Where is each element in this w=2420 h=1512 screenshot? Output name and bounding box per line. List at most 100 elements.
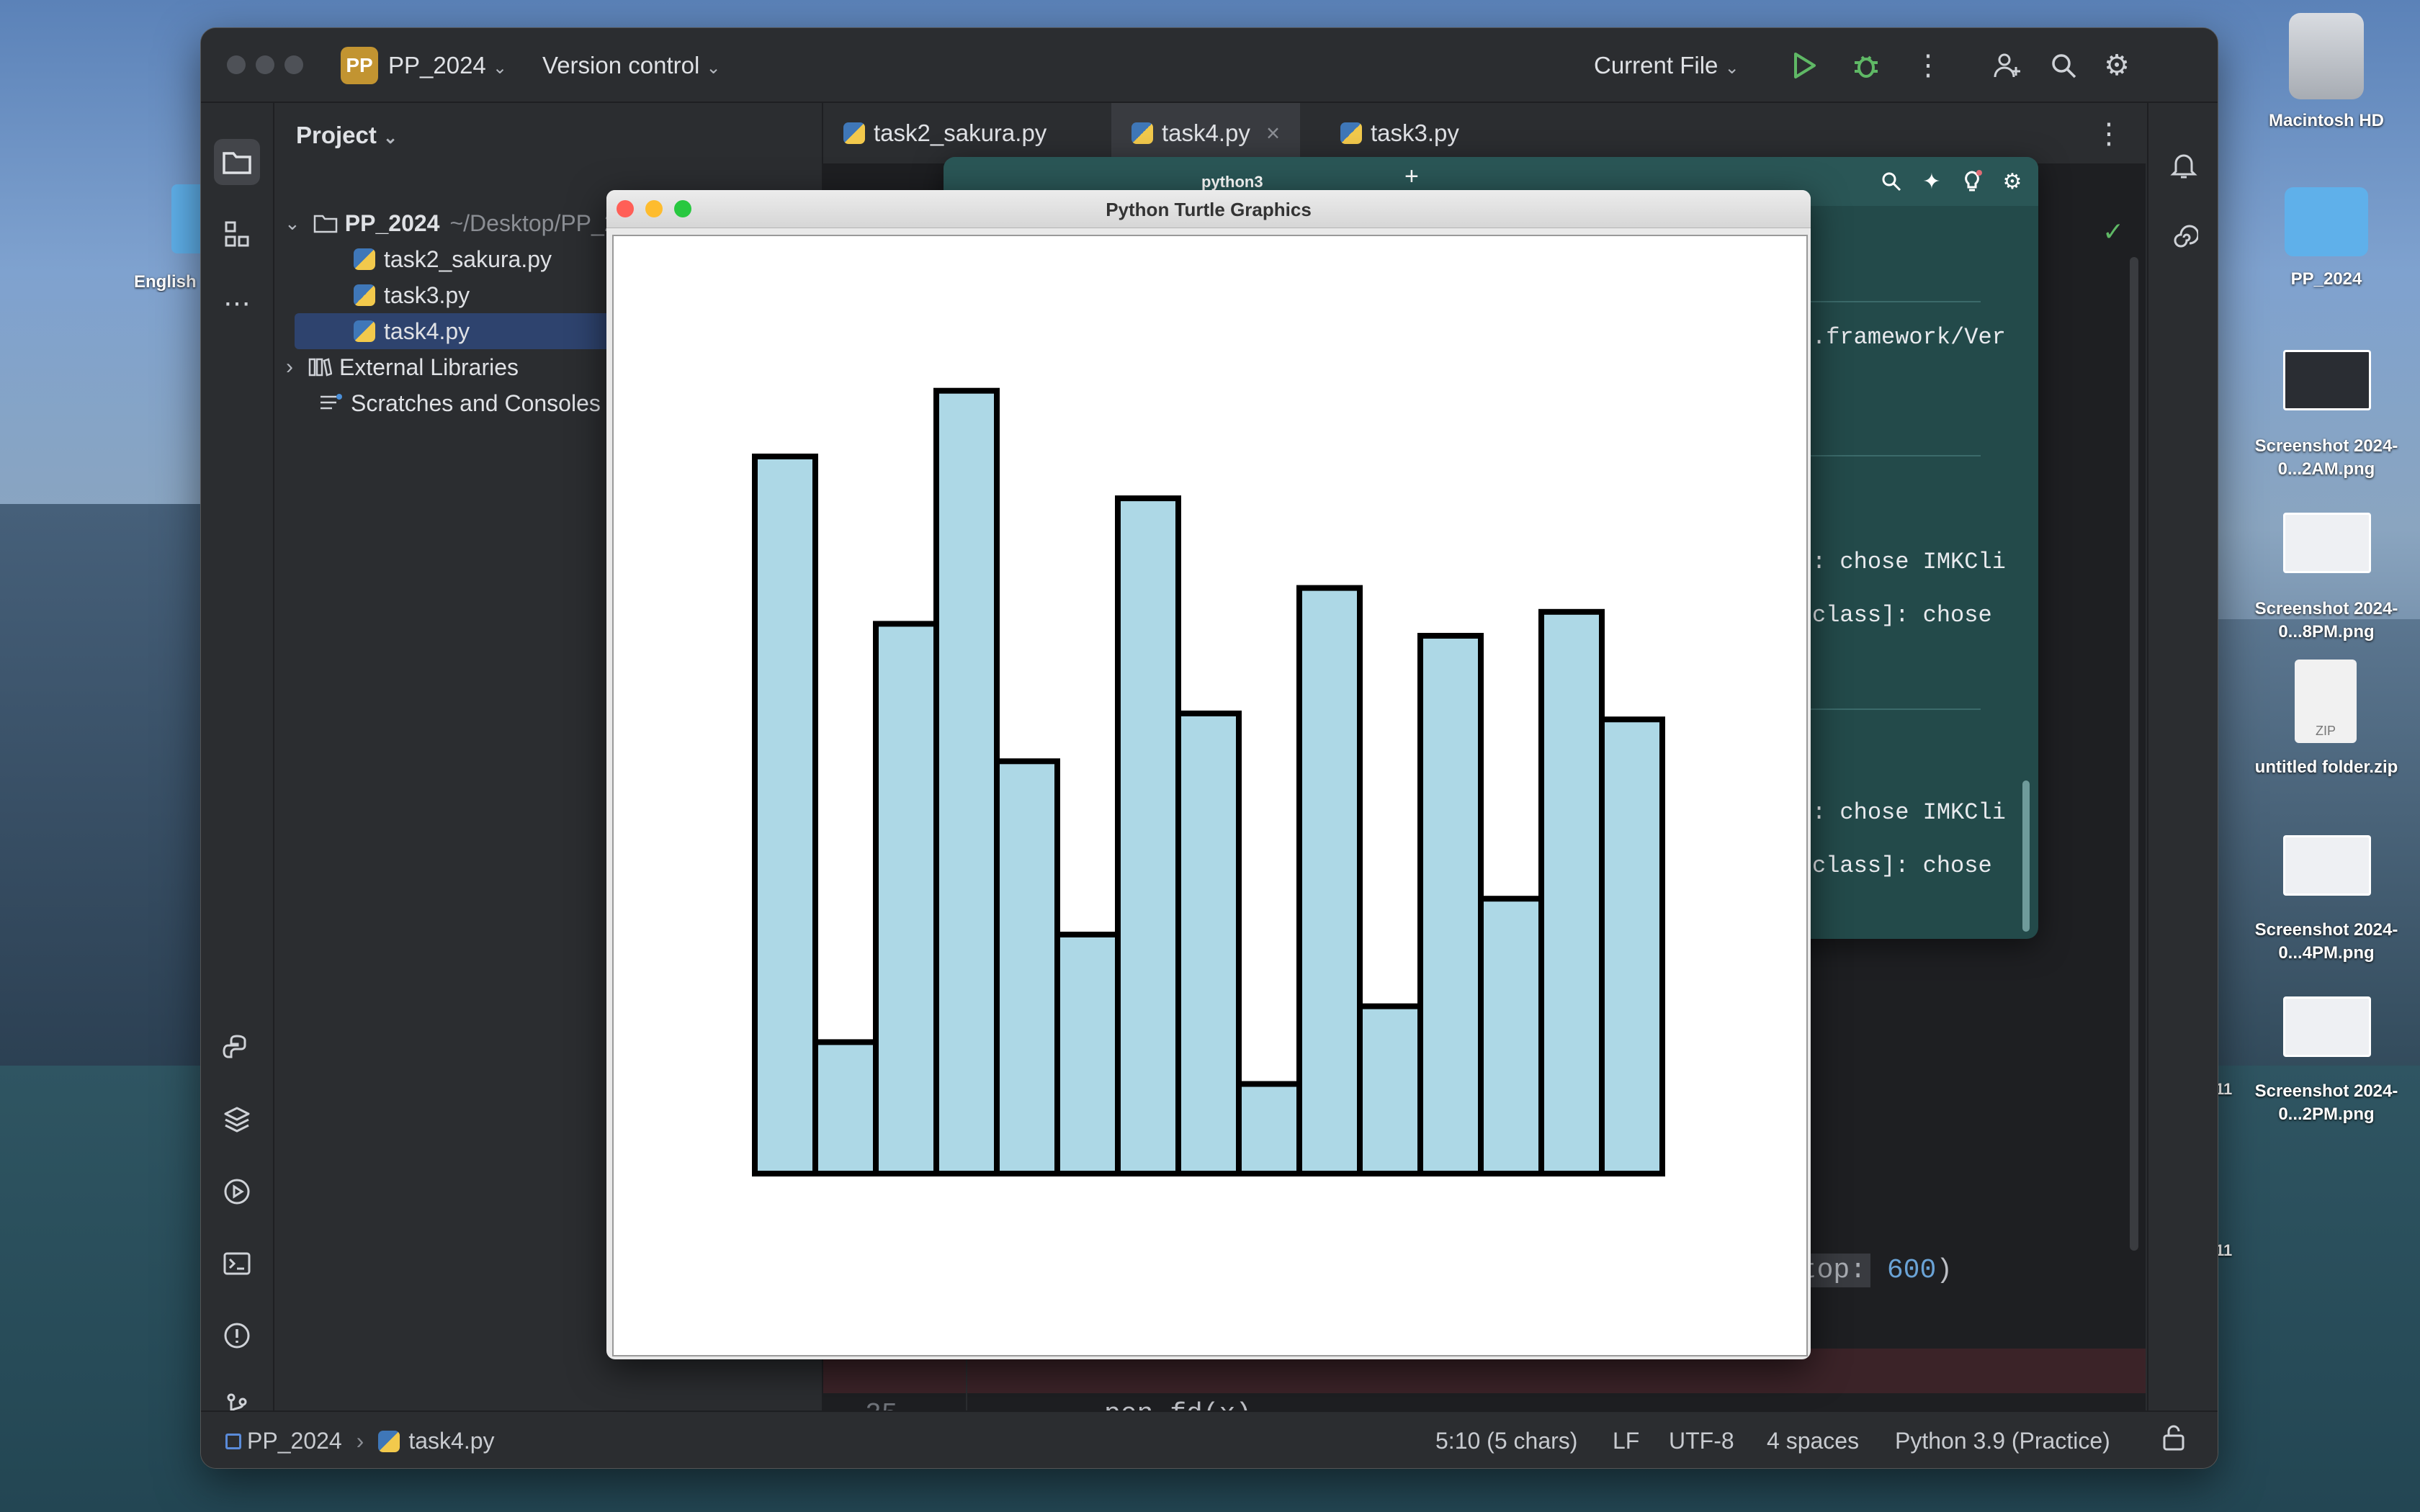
right-tool-strip [2147,103,2218,1438]
search-icon[interactable] [2045,47,2082,84]
run-config-dropdown[interactable]: Current File ⌄ [1594,52,1739,79]
version-control-label: Version control [542,52,700,78]
folder-icon [2285,187,2368,256]
new-tab-plus-icon[interactable]: + [1404,163,1419,190]
desktop-folder-icon[interactable] [171,184,200,253]
bar-9 [1236,1081,1302,1176]
python-file-icon [354,248,375,270]
turtle-window-title: Python Turtle Graphics [1106,199,1312,220]
warning-circle-icon [224,1323,250,1349]
turtle-canvas[interactable] [612,235,1808,1356]
project-badge[interactable]: PP [341,47,378,84]
editor-scrollbar[interactable] [2130,257,2138,1251]
tab-label: task4.py [1162,120,1250,146]
file-name: task2_sakura.py [384,246,552,272]
more-actions-icon[interactable]: ⋮ [1914,50,1942,81]
desktop-icon-screenshot-3[interactable]: Screenshot 2024-0...4PM.png [2233,835,2420,972]
status-interpreter[interactable]: Python 3.9 (Practice) [1895,1428,2110,1454]
desktop-icon-screenshot-1[interactable]: Screenshot 2024-0...2AM.png [2233,350,2420,487]
breadcrumb-file[interactable]: task4.py [408,1428,495,1454]
structure-tool-button[interactable] [214,211,260,257]
settings-gear-icon[interactable]: ⚙ [2002,169,2022,194]
breadcrumb-project[interactable]: PP_2024 [247,1428,342,1454]
tree-row-external-libraries[interactable]: › External Libraries [274,349,822,385]
project-name-dropdown[interactable]: PP_2024 ⌄ [388,52,507,79]
sparkle-icon[interactable]: ✦ [1922,169,1941,194]
external-libraries-label: External Libraries [339,354,519,380]
terminal-tool-button[interactable] [214,1241,260,1287]
search-icon[interactable] [1876,166,1907,197]
bar-3 [873,621,939,1176]
turtle-zoom-button[interactable] [674,200,691,217]
tree-row-file[interactable]: task3.py [274,277,822,313]
run-circle-icon [224,1179,250,1205]
more-tools-icon[interactable]: ⋯ [223,288,251,319]
python-file-icon [354,320,375,342]
problems-tool-button[interactable] [214,1313,260,1359]
inspection-ok-icon[interactable]: ✓ [2102,217,2125,246]
folder-icon [313,215,338,233]
bar-1 [752,454,818,1176]
bar-chart [752,387,1665,1177]
project-panel-title-label: Project [296,122,377,148]
console-scrollbar[interactable] [2022,780,2030,932]
python-file-icon [1131,122,1153,144]
lightbulb-icon[interactable] [1956,166,1988,197]
desktop-edge-mark: 11 [2215,1241,2233,1259]
tab-task2-sakura[interactable]: task2_sakura.py [823,103,1067,163]
tree-row-file[interactable]: task2_sakura.py [274,241,822,277]
library-icon [308,358,332,377]
notifications-bell-icon[interactable] [2164,146,2203,185]
tab-task4[interactable]: task4.py × [1111,103,1301,166]
python-file-icon [354,284,375,306]
lock-icon[interactable] [2161,1423,2186,1458]
status-encoding[interactable]: UTF-8 [1669,1428,1734,1454]
desktop-icon-screenshot-4[interactable]: Screenshot 2024-0...2PM.png [2233,996,2420,1133]
version-control-dropdown[interactable]: Version control ⌄ [542,52,721,79]
file-name: task3.py [384,282,470,308]
turtle-close-button[interactable] [617,200,634,217]
ai-assistant-spiral-icon[interactable] [2164,218,2203,257]
desktop-icon-label: untitled folder.zip [2254,757,2398,777]
tab-task3[interactable]: task3.py [1320,103,1479,163]
chevron-down-icon: ⌄ [492,58,508,78]
python-packages-tool-button[interactable] [214,1025,260,1071]
python-file-icon [378,1430,400,1452]
person-plus-icon [1994,53,2020,78]
chevron-down-icon: ⌄ [284,212,300,234]
window-minimize-button[interactable] [256,55,274,74]
desktop-icon-macintosh-hd[interactable]: Macintosh HD [2240,7,2413,137]
project-tool-button[interactable] [214,139,260,185]
run-config-label: Current File [1594,52,1718,78]
status-line-ending[interactable]: LF [1613,1428,1640,1454]
chevron-down-icon: ⌄ [1724,58,1739,78]
turtle-window-titlebar: Python Turtle Graphics [606,190,1811,228]
desktop-icon-pp2024-folder[interactable]: PP_2024 [2240,177,2413,300]
window-close-button[interactable] [227,55,246,74]
bar-13 [1478,896,1544,1176]
run-button[interactable] [1785,47,1823,84]
desktop-icon-zip[interactable]: ZIP untitled folder.zip [2233,660,2420,789]
layers-icon [224,1107,250,1133]
turtle-minimize-button[interactable] [645,200,663,217]
run-tool-button[interactable] [214,1169,260,1215]
window-zoom-button[interactable] [284,55,303,74]
root-folder-name: PP_2024 [344,210,440,236]
status-position[interactable]: 5:10 (5 chars) [1435,1428,1578,1454]
add-user-icon[interactable] [1989,47,2026,84]
tabs-more-icon[interactable]: ⋮ [2094,118,2123,150]
settings-gear-icon[interactable]: ⚙ [2104,50,2130,81]
debug-button[interactable] [1847,47,1885,84]
python-icon [223,1035,246,1058]
status-indent[interactable]: 4 spaces [1767,1428,1860,1454]
console-line: .framework/Ver [1812,324,2006,351]
folder-icon [223,152,251,174]
bar-6 [1054,932,1121,1176]
desktop-icon-label: Macintosh HD [2268,111,2384,130]
tree-row-scratches[interactable]: Scratches and Consoles [274,385,822,421]
close-tab-icon[interactable]: × [1265,120,1281,146]
project-panel-title[interactable]: Project ⌄ [296,122,398,149]
desktop-icon-screenshot-2[interactable]: Screenshot 2024-0...8PM.png [2233,513,2420,649]
tab-label: task2_sakura.py [874,120,1047,146]
layers-tool-button[interactable] [214,1097,260,1143]
